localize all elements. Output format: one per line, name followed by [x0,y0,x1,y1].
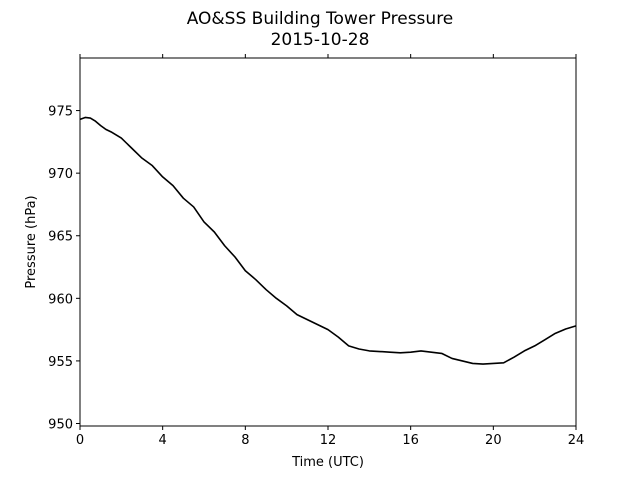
plot-frame [79,57,577,427]
x-tick-label: 4 [159,433,167,448]
y-tick-label: 965 [48,230,73,245]
y-tick-label: 970 [48,167,73,182]
y-axis-label: Pressure (hPa) [24,195,39,288]
y-tick-label: 960 [48,292,73,307]
axis-ticks: 0 4 8 12 16 20 24 950 955 960 965 970 975 [48,54,584,448]
x-tick-label: 20 [485,433,502,448]
y-tick-label: 950 [48,417,73,432]
chart-title: AO&SS Building Tower Pressure [187,9,454,29]
y-tick-label: 975 [48,105,73,120]
x-tick-label: 12 [320,433,337,448]
x-tick-label: 8 [241,433,249,448]
x-tick-label: 0 [76,433,84,448]
x-axis-label: Time (UTC) [291,455,364,470]
series-line-0 [79,116,577,365]
x-tick-label: 24 [568,433,585,448]
chart-subtitle: 2015-10-28 [271,30,370,50]
x-tick-label: 16 [402,433,419,448]
y-tick-label: 955 [48,355,73,370]
plot-area [79,116,577,365]
